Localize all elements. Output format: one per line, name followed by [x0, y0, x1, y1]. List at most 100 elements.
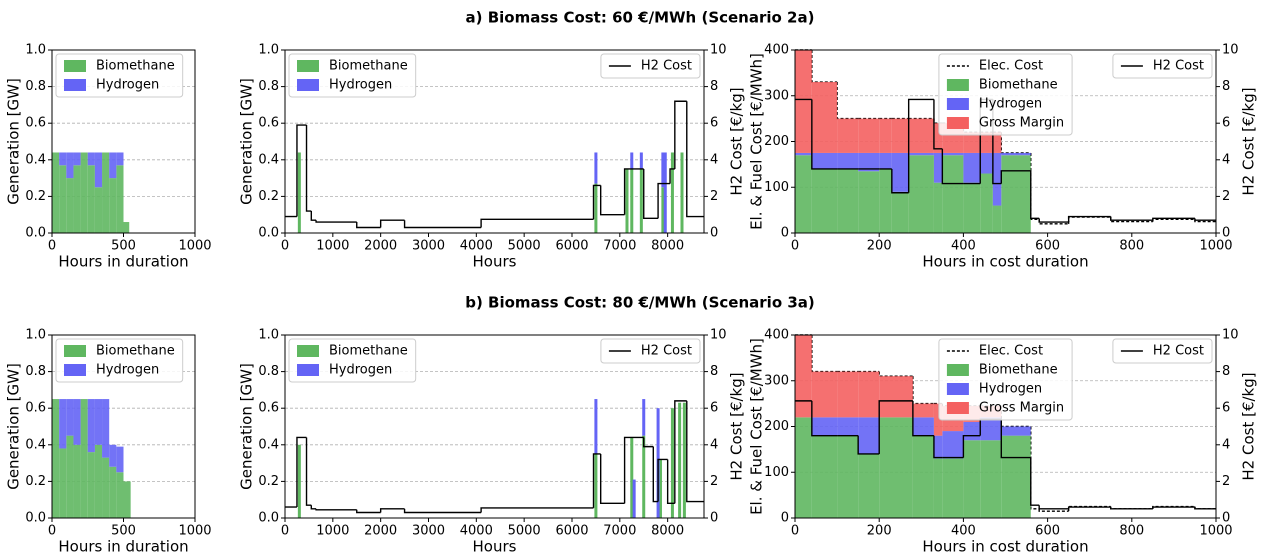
area-segment — [811, 82, 838, 153]
area-segment — [992, 205, 1002, 233]
legend-label: Biomethane — [329, 344, 408, 359]
y2-tick-label: 2 — [1222, 189, 1230, 204]
area-segment — [858, 152, 880, 172]
step-line-segment — [657, 182, 671, 219]
x-axis-label: Hours in duration — [58, 538, 188, 556]
y-tick-label: 0.0 — [25, 511, 46, 526]
legend: Elec. Cost Biomethane Hydrogen Gross Margin — [938, 53, 1073, 136]
y-tick-label: 0.2 — [258, 189, 279, 204]
x-tick-label: 1000 — [178, 524, 211, 539]
y2-axis-label: H2 Cost [€/kg] — [1240, 372, 1258, 480]
x-tick-label: 8000 — [651, 239, 684, 254]
y-tick-label: 1.0 — [258, 43, 279, 58]
y-axis-label: El. & Fuel Cost [€/MWh] — [748, 338, 766, 515]
area-segment — [795, 50, 812, 153]
x-axis-label: Hours — [473, 538, 517, 556]
legend-label: Biomethane — [979, 78, 1058, 93]
legend-label: H2 Cost — [1153, 344, 1204, 359]
plot-frame — [284, 49, 705, 234]
row-title: a) Biomass Cost: 60 €/MWh (Scenario 2a) — [466, 9, 815, 27]
y2-tick-label: 10 — [1222, 328, 1239, 343]
y2-axis-label: H2 Cost [€/kg] — [728, 87, 746, 195]
area-segment — [66, 152, 74, 179]
y-axis-label: Generation [GW] — [238, 78, 256, 205]
area-segment — [87, 152, 95, 166]
area-segment — [942, 155, 964, 233]
x-tick-label: 800 — [1119, 524, 1144, 539]
step-line-segment — [962, 434, 981, 458]
area-segment — [908, 118, 934, 153]
area-segment — [858, 371, 880, 418]
y-tick-label: 0.6 — [258, 401, 279, 416]
step-line-segment — [599, 453, 625, 505]
step-line-segment — [1000, 170, 1031, 184]
legend-swatch — [946, 98, 969, 110]
x-tick-label: 500 — [111, 239, 136, 254]
plot-frame — [284, 334, 705, 519]
area-segment — [858, 171, 880, 233]
area-segment — [879, 152, 892, 169]
step-line-segment — [1030, 170, 1040, 220]
step-line-segment — [1000, 419, 1031, 459]
area-segment — [942, 152, 964, 156]
step-line-segment — [315, 220, 357, 223]
y-tick-label: 0 — [781, 511, 789, 526]
step-line-segment — [623, 168, 644, 215]
y2-tick-label: 0 — [710, 511, 718, 526]
area-segment — [102, 457, 110, 518]
bar — [642, 435, 646, 518]
legend-box — [600, 338, 701, 364]
legend-box — [55, 338, 184, 383]
legend-box — [55, 53, 184, 98]
y2-tick-label: 8 — [1222, 364, 1230, 379]
y-axis-label: Generation [GW] — [238, 363, 256, 490]
x-tick-label: 0 — [281, 524, 289, 539]
legend-box — [938, 338, 1073, 421]
y2-tick-label: 0 — [1222, 226, 1230, 241]
y2-tick-label: 2 — [710, 189, 718, 204]
area-segment — [811, 435, 838, 518]
step-line-segment — [296, 436, 307, 508]
step-line-segment — [836, 82, 859, 120]
y2-tick-label: 8 — [710, 79, 718, 94]
y2-tick-label: 10 — [710, 43, 727, 58]
step-line-segment — [878, 371, 913, 377]
step-line-segment — [933, 99, 943, 150]
y-tick-label: 0.6 — [25, 116, 46, 131]
area-segment — [992, 132, 1002, 153]
area-segment — [837, 152, 859, 169]
y-tick-label: 100 — [764, 180, 789, 195]
legend: Biomethane Hydrogen — [55, 338, 184, 383]
x-tick-label: 5000 — [508, 524, 541, 539]
bar — [661, 152, 665, 188]
area-segment — [980, 152, 993, 174]
area-segment — [94, 152, 103, 188]
step-line-segment — [356, 222, 381, 229]
step-line-segment — [1067, 215, 1111, 223]
y-axis-label: El. & Fuel Cost [€/MWh] — [748, 53, 766, 230]
step-line-segment — [666, 459, 675, 505]
legend-label: Hydrogen — [979, 382, 1042, 397]
area-segment — [795, 152, 812, 156]
legend-label: H2 Cost — [641, 59, 692, 74]
area-segment — [942, 431, 964, 459]
x-axis-label: Hours in duration — [58, 253, 188, 271]
bar — [639, 168, 643, 233]
y-axis-label: Generation [GW] — [5, 363, 23, 490]
area-segment — [933, 152, 943, 183]
x-tick-label: 8000 — [651, 524, 684, 539]
bar — [670, 152, 674, 233]
step-line-segment — [592, 184, 601, 220]
area-segment — [933, 403, 943, 436]
legend-swatch — [64, 364, 86, 376]
y-tick-label: 100 — [764, 465, 789, 480]
legend: H2 Cost — [600, 53, 701, 79]
step-line-segment — [643, 168, 659, 220]
area-segment — [858, 417, 880, 454]
step-line-segment — [1110, 507, 1153, 510]
legend-swatch — [946, 364, 969, 376]
area-segment — [879, 376, 913, 418]
area-segment — [102, 152, 110, 233]
area-segment — [908, 152, 934, 156]
area-segment — [52, 152, 60, 233]
